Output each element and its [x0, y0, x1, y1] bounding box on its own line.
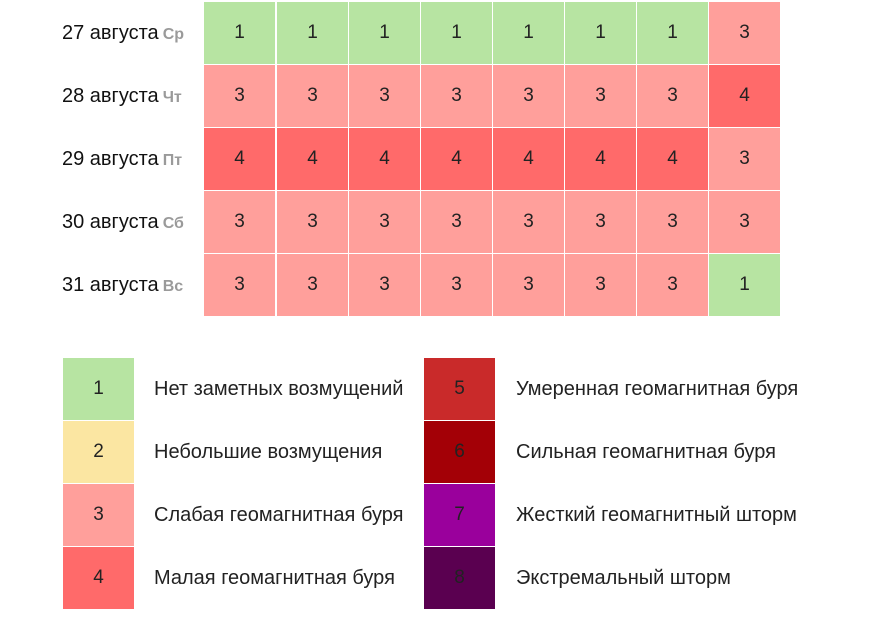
forecast-cell: 3	[709, 2, 780, 64]
forecast-cell: 3	[204, 191, 275, 253]
forecast-cell: 3	[204, 254, 275, 316]
forecast-cell: 3	[709, 191, 780, 253]
forecast-cell: 3	[349, 191, 420, 253]
forecast-cell: 4	[204, 128, 275, 190]
forecast-cell: 3	[277, 191, 348, 253]
legend-swatch: 6	[424, 421, 495, 483]
legend-item: 2 Небольшие возмущения	[63, 421, 408, 483]
day-label: 31 августа Вс	[62, 254, 183, 317]
legend-swatch: 4	[63, 547, 134, 609]
weekday-text: Ср	[162, 26, 185, 43]
forecast-cell: 1	[565, 2, 636, 64]
legend-swatch: 3	[63, 484, 134, 546]
weekday-text: Сб	[162, 215, 184, 232]
forecast-cell: 4	[421, 128, 492, 190]
date-text: 31 августа	[62, 274, 159, 296]
date-text: 30 августа	[62, 211, 159, 233]
date-text: 27 августа	[62, 22, 159, 44]
legend-item: 5 Умеренная геомагнитная буря	[424, 358, 804, 420]
forecast-cell: 3	[565, 191, 636, 253]
forecast-cell: 4	[493, 128, 564, 190]
forecast-cell: 1	[204, 2, 275, 64]
forecast-cell: 4	[709, 65, 780, 127]
legend-label: Небольшие возмущения	[154, 441, 383, 463]
legend-item: 7 Жесткий геомагнитный шторм	[424, 484, 804, 546]
legend-item: 8 Экстремальный шторм	[424, 547, 804, 609]
legend-label: Слабая геомагнитная буря	[154, 504, 404, 526]
forecast-cell: 3	[277, 254, 348, 316]
forecast-row: 29 августа Пт 4 4 4 4 4 4 4 3	[0, 128, 869, 191]
forecast-cell: 4	[565, 128, 636, 190]
legend-swatch: 7	[424, 484, 495, 546]
forecast-cell: 3	[421, 191, 492, 253]
forecast-cell: 1	[709, 254, 780, 316]
forecast-cell: 3	[204, 65, 275, 127]
legend-swatch: 2	[63, 421, 134, 483]
weekday-text: Чт	[162, 89, 182, 106]
forecast-cell: 1	[637, 2, 708, 64]
legend-label: Малая геомагнитная буря	[154, 567, 395, 589]
day-label: 28 августа Чт	[62, 65, 182, 128]
forecast-cell: 4	[349, 128, 420, 190]
forecast-cell: 4	[637, 128, 708, 190]
day-label: 30 августа Сб	[62, 191, 184, 254]
legend-swatch: 1	[63, 358, 134, 420]
legend-item: 1 Нет заметных возмущений	[63, 358, 408, 420]
forecast-cell: 3	[709, 128, 780, 190]
legend-label: Сильная геомагнитная буря	[516, 441, 776, 463]
forecast-cell: 3	[421, 65, 492, 127]
legend-label: Умеренная геомагнитная буря	[516, 378, 799, 400]
forecast-cell: 3	[565, 65, 636, 127]
day-label: 29 августа Пт	[62, 128, 182, 191]
forecast-cell: 3	[493, 191, 564, 253]
kp-forecast-table: 27 августа Ср 1 1 1 1 1 1 1 3 28 августа Чт 3 3 3 3 3 3 3 4…	[0, 2, 869, 317]
weekday-text: Вс	[162, 278, 184, 295]
forecast-cell: 1	[421, 2, 492, 64]
forecast-cell: 3	[637, 191, 708, 253]
forecast-row: 27 августа Ср 1 1 1 1 1 1 1 3	[0, 2, 869, 65]
forecast-row: 28 августа Чт 3 3 3 3 3 3 3 4	[0, 65, 869, 128]
forecast-cell: 1	[277, 2, 348, 64]
forecast-row: 31 августа Вс 3 3 3 3 3 3 3 1	[0, 254, 869, 317]
forecast-cell: 3	[277, 65, 348, 127]
forecast-cell: 3	[349, 65, 420, 127]
forecast-cell: 4	[277, 128, 348, 190]
forecast-cell: 3	[565, 254, 636, 316]
forecast-cell: 3	[637, 65, 708, 127]
date-text: 28 августа	[62, 85, 159, 107]
forecast-cell: 3	[493, 254, 564, 316]
forecast-cell: 3	[637, 254, 708, 316]
legend-item: 3 Слабая геомагнитная буря	[63, 484, 408, 546]
legend-swatch: 5	[424, 358, 495, 420]
day-label: 27 августа Ср	[62, 2, 184, 65]
forecast-cell: 3	[493, 65, 564, 127]
weekday-text: Пт	[162, 152, 183, 169]
date-text: 29 августа	[62, 148, 159, 170]
legend-label: Экстремальный шторм	[516, 567, 731, 589]
legend-swatch: 8	[424, 547, 495, 609]
forecast-cell: 1	[349, 2, 420, 64]
legend-item: 6 Сильная геомагнитная буря	[424, 421, 804, 483]
legend-label: Жесткий геомагнитный шторм	[516, 504, 797, 526]
forecast-cell: 1	[493, 2, 564, 64]
forecast-cell: 3	[349, 254, 420, 316]
forecast-row: 30 августа Сб 3 3 3 3 3 3 3 3	[0, 191, 869, 254]
legend-label: Нет заметных возмущений	[154, 378, 404, 400]
legend-item: 4 Малая геомагнитная буря	[63, 547, 408, 609]
forecast-cell: 3	[421, 254, 492, 316]
